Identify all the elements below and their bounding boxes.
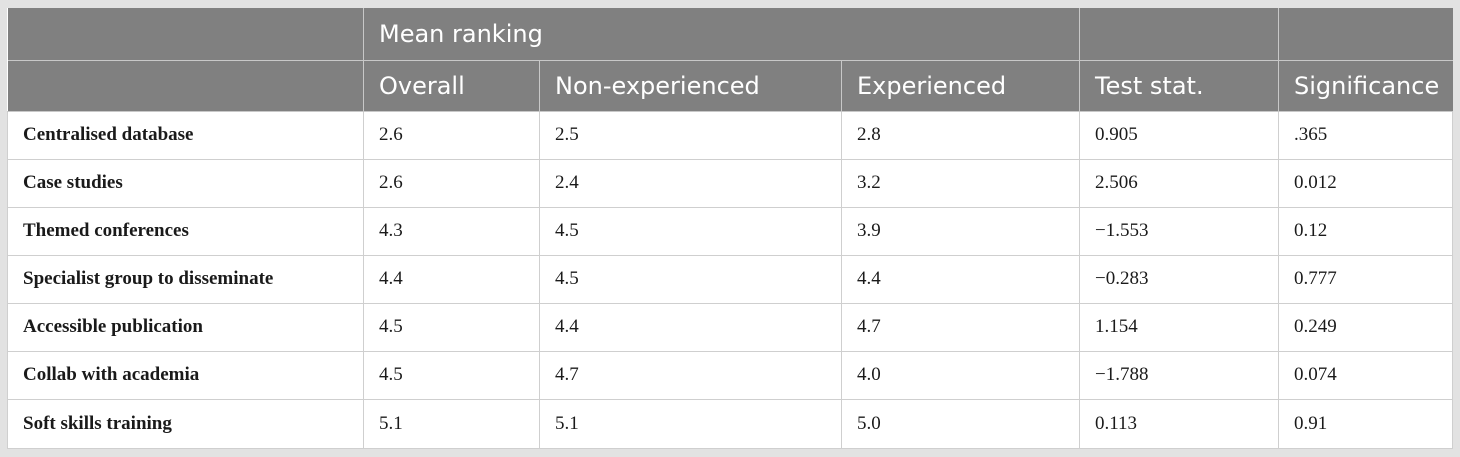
cell-significance: 0.074 <box>1278 351 1454 400</box>
column-header-experienced: Experienced <box>840 60 1080 112</box>
cell-overall: 2.6 <box>363 159 540 208</box>
table-container: Mean ranking Overall Non-experienced Exp… <box>7 8 1454 449</box>
cell-significance: 0.249 <box>1278 303 1454 352</box>
cell-test-stat: −1.788 <box>1079 351 1279 400</box>
header-row-columns: Overall Non-experienced Experienced Test… <box>7 60 1453 112</box>
cell-experienced: 3.9 <box>840 207 1080 256</box>
row-label: Soft skills training <box>7 399 364 449</box>
cell-non-experienced: 4.5 <box>539 207 842 256</box>
cell-overall: 5.1 <box>363 399 540 449</box>
cell-non-experienced: 4.5 <box>539 255 842 304</box>
cell-non-experienced: 2.4 <box>539 159 842 208</box>
cell-experienced: 2.8 <box>840 111 1080 160</box>
cell-overall: 4.5 <box>363 351 540 400</box>
cell-significance: 0.12 <box>1278 207 1454 256</box>
row-label: Collab with academia <box>7 351 364 400</box>
cell-test-stat: 1.154 <box>1079 303 1279 352</box>
row-label: Themed conferences <box>7 207 364 256</box>
table-row: Collab with academia 4.5 4.7 4.0 −1.788 … <box>7 351 1454 400</box>
column-header-non-experienced: Non-experienced <box>539 60 842 112</box>
table-header: Mean ranking Overall Non-experienced Exp… <box>7 8 1453 112</box>
row-label: Specialist group to disseminate <box>7 255 364 304</box>
column-header-overall: Overall <box>363 60 540 112</box>
cell-non-experienced: 4.7 <box>539 351 842 400</box>
cell-experienced: 4.7 <box>840 303 1080 352</box>
header-row-group: Mean ranking <box>7 8 1453 61</box>
table-row: Soft skills training 5.1 5.1 5.0 0.113 0… <box>7 399 1454 449</box>
cell-significance: 0.777 <box>1278 255 1454 304</box>
header-empty-cell <box>1079 8 1279 61</box>
cell-significance: 0.012 <box>1278 159 1454 208</box>
row-label: Case studies <box>7 159 364 208</box>
column-header-test-stat: Test stat. <box>1079 60 1279 112</box>
table-row: Themed conferences 4.3 4.5 3.9 −1.553 0.… <box>7 207 1454 256</box>
cell-experienced: 4.0 <box>840 351 1080 400</box>
cell-experienced: 3.2 <box>840 159 1080 208</box>
cell-test-stat: 2.506 <box>1079 159 1279 208</box>
table-body: Centralised database 2.6 2.5 2.8 0.905 .… <box>7 111 1454 449</box>
cell-test-stat: 0.905 <box>1079 111 1279 160</box>
cell-experienced: 5.0 <box>840 399 1080 449</box>
table-row: Centralised database 2.6 2.5 2.8 0.905 .… <box>7 111 1454 160</box>
cell-overall: 2.6 <box>363 111 540 160</box>
row-label: Accessible publication <box>7 303 364 352</box>
cell-test-stat: −0.283 <box>1079 255 1279 304</box>
cell-overall: 4.4 <box>363 255 540 304</box>
cell-experienced: 4.4 <box>840 255 1080 304</box>
column-header-significance: Significance <box>1278 60 1453 112</box>
header-empty-cell <box>1278 8 1453 61</box>
mean-ranking-table: Mean ranking Overall Non-experienced Exp… <box>7 8 1454 449</box>
cell-significance: 0.91 <box>1278 399 1454 449</box>
table-row: Specialist group to disseminate 4.4 4.5 … <box>7 255 1454 304</box>
cell-test-stat: 0.113 <box>1079 399 1279 449</box>
cell-overall: 4.3 <box>363 207 540 256</box>
table-row: Case studies 2.6 2.4 3.2 2.506 0.012 <box>7 159 1454 208</box>
cell-non-experienced: 5.1 <box>539 399 842 449</box>
header-empty-cell <box>7 8 364 61</box>
cell-non-experienced: 2.5 <box>539 111 842 160</box>
cell-test-stat: −1.553 <box>1079 207 1279 256</box>
row-label: Centralised database <box>7 111 364 160</box>
cell-non-experienced: 4.4 <box>539 303 842 352</box>
header-group-mean-ranking: Mean ranking <box>362 8 1080 61</box>
table-row: Accessible publication 4.5 4.4 4.7 1.154… <box>7 303 1454 352</box>
cell-overall: 4.5 <box>363 303 540 352</box>
cell-significance: .365 <box>1278 111 1454 160</box>
header-empty-cell <box>7 60 364 112</box>
